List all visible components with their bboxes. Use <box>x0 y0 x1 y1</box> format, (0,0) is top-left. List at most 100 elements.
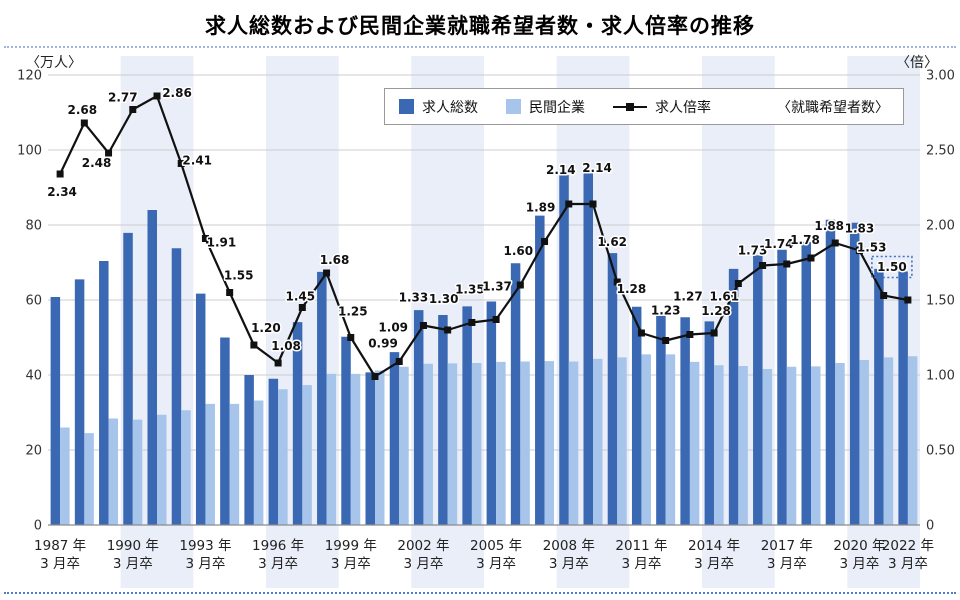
ratio-marker <box>783 260 791 268</box>
ratio-marker <box>153 92 161 100</box>
x-tick-year: 2005 年 <box>470 538 522 554</box>
ratio-value-label: 2.14 <box>582 161 612 175</box>
bar-total <box>777 249 787 525</box>
bar-total <box>123 232 133 525</box>
bar-total <box>680 317 690 525</box>
ratio-value-label: 1.30 <box>429 292 459 306</box>
ratio-value-label: 1.20 <box>251 321 281 335</box>
footer-separator <box>4 592 956 594</box>
total-jobs-swatch <box>399 99 414 114</box>
bar-private <box>907 356 918 525</box>
bar-total <box>898 271 908 525</box>
ratio-marker <box>904 296 912 304</box>
bar-total <box>413 310 424 525</box>
x-tick-grad: 3 月卒 <box>258 556 298 572</box>
gridlines <box>48 74 920 451</box>
ratio-value-label: 1.23 <box>651 304 681 318</box>
ratio-line <box>59 94 909 378</box>
bar-private <box>689 361 700 525</box>
legend-label-ratio: 求人倍率 <box>655 99 711 116</box>
ratio-value-label: 2.48 <box>82 156 112 170</box>
highlight-box <box>871 255 913 279</box>
bar-private <box>399 366 409 525</box>
bar-private <box>859 360 869 525</box>
bar-private <box>60 427 70 525</box>
ratio-line-icon <box>613 100 647 114</box>
ratio-line-marker <box>626 102 634 111</box>
right-tick-label: 0 <box>926 519 934 534</box>
bar-private <box>593 358 603 525</box>
bar-private <box>205 403 215 525</box>
bar-total <box>268 378 279 525</box>
ratio-value-label: 2.86 <box>162 86 192 100</box>
ratio-value-label: 2.41 <box>182 154 212 168</box>
ratio-value-label: 1.91 <box>207 236 237 250</box>
x-tick-year: 1990 年 <box>107 538 159 554</box>
left-tick-label: 80 <box>25 219 42 234</box>
bar-total <box>728 268 739 525</box>
x-tick-year: 2022 年 <box>882 538 934 554</box>
x-tick-grad: 3 月卒 <box>331 556 371 572</box>
ratio-marker <box>250 341 258 349</box>
legend-label-private: 民間企業 <box>529 99 585 116</box>
ratio-value-label: 1.28 <box>701 304 731 318</box>
ratio-marker <box>565 200 573 208</box>
bar-total <box>607 253 618 525</box>
bar-private <box>278 389 288 525</box>
bar-total <box>825 219 836 525</box>
bar-private <box>447 363 458 525</box>
right-tick-label: 2.00 <box>926 219 955 234</box>
ratio-value-label: 1.33 <box>399 291 429 305</box>
left-axis-ticks: 0 20 40 60 80 100 120 <box>17 69 42 534</box>
bar-private <box>157 414 167 525</box>
bar-private <box>471 363 482 525</box>
ratio-value-label: 1.35 <box>455 283 485 297</box>
x-tick-grad: 3 月卒 <box>40 556 80 572</box>
x-tick-year: 1996 年 <box>252 538 304 554</box>
bar-private <box>762 369 773 525</box>
ratio-value-label: 2.14 <box>546 163 576 177</box>
bar-total <box>292 322 303 525</box>
ratio-marker <box>56 170 64 178</box>
bar-total <box>510 263 521 525</box>
bar-total <box>147 210 157 525</box>
bar-private <box>350 373 361 525</box>
ratio-marker <box>468 319 476 326</box>
right-axis-ticks: 0 0.50 1.00 1.50 2.00 2.50 3.00 <box>926 69 955 534</box>
ratio-marker <box>662 337 670 344</box>
ratio-value-label: 1.83 <box>845 222 875 236</box>
bar-total <box>559 175 569 525</box>
ratio-marker <box>274 359 282 367</box>
ratio-marker <box>759 262 767 269</box>
ratio-value-label: 1.50 <box>877 260 907 274</box>
bar-total <box>365 372 375 525</box>
x-axis-ticks: 1987 年 3 月卒 1990 年 3 月卒 1993 年 3 月卒 1996 年 3 月卒… <box>34 538 934 572</box>
left-tick-label: 40 <box>25 369 42 384</box>
bar-private <box>641 354 651 525</box>
ratio-value-label: 1.37 <box>482 280 512 294</box>
bar-total <box>849 222 860 525</box>
ratio-marker <box>613 278 621 286</box>
x-tick-grad: 3 月卒 <box>185 556 225 572</box>
bar-private <box>835 363 845 525</box>
bar-total <box>535 215 545 525</box>
x-tick-year: 2014 年 <box>688 538 740 554</box>
bar-private <box>375 370 385 525</box>
legend-note: 〈就職希望者数〉 <box>777 99 889 116</box>
ratio-marker <box>80 119 88 127</box>
bar-total <box>462 306 472 525</box>
x-tick-year: 1993 年 <box>179 538 231 554</box>
ratio-marker <box>129 106 137 113</box>
ratio-value-label: 0.99 <box>368 337 398 351</box>
right-tick-label: 1.00 <box>926 369 955 384</box>
ratio-value-label: 2.34 <box>47 185 77 199</box>
bar-total <box>656 315 666 525</box>
ratio-marker <box>298 304 306 311</box>
ratio-marker <box>516 281 524 289</box>
ratio-value-label: 1.61 <box>710 290 740 304</box>
ratio-marker <box>371 373 379 380</box>
left-tick-label: 100 <box>17 144 42 159</box>
x-tick-year: 1987 年 <box>34 538 86 554</box>
private-jobseekers-swatch <box>506 99 521 114</box>
ratio-marker <box>855 247 863 254</box>
